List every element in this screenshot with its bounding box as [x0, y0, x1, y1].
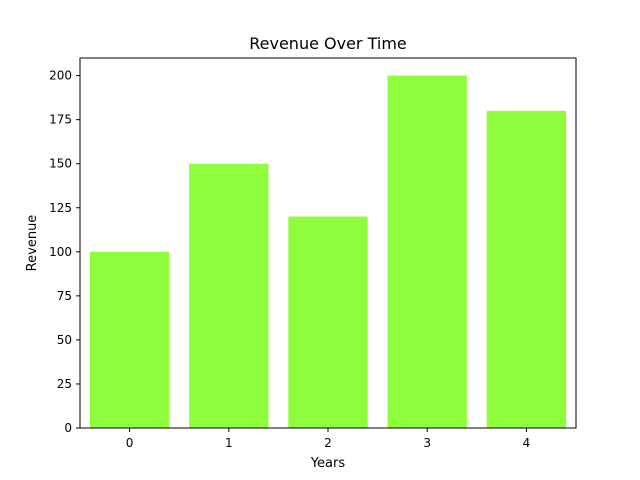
y-tick-label: 175	[49, 113, 72, 127]
bar-0	[89, 251, 170, 428]
bar-4	[486, 110, 567, 428]
y-tick-label: 50	[57, 333, 72, 347]
y-axis-label: Revenue	[25, 215, 40, 272]
x-tick-label: 0	[126, 436, 134, 450]
y-tick-label: 0	[64, 421, 72, 435]
y-tick-label: 125	[49, 201, 72, 215]
x-axis-label: Years	[310, 456, 346, 471]
y-tick-label: 200	[49, 69, 72, 83]
bar-1	[189, 163, 269, 428]
x-tick-label: 2	[324, 436, 332, 450]
x-tick-label: 3	[423, 436, 431, 450]
chart-title: Revenue Over Time	[249, 34, 407, 53]
x-tick-label: 1	[225, 436, 233, 450]
bar-2	[288, 216, 368, 428]
y-tick-label: 25	[57, 377, 72, 391]
bars-group	[89, 75, 567, 428]
x-tick-label: 4	[523, 436, 531, 450]
y-tick-label: 150	[49, 157, 72, 171]
x-axis: 0 1 2 3 4	[126, 428, 530, 450]
y-tick-label: 75	[57, 289, 72, 303]
y-axis: 0 25 50 75 100 125 150 175 200	[49, 69, 80, 435]
y-tick-label: 100	[49, 245, 72, 259]
bar-3	[387, 75, 467, 428]
